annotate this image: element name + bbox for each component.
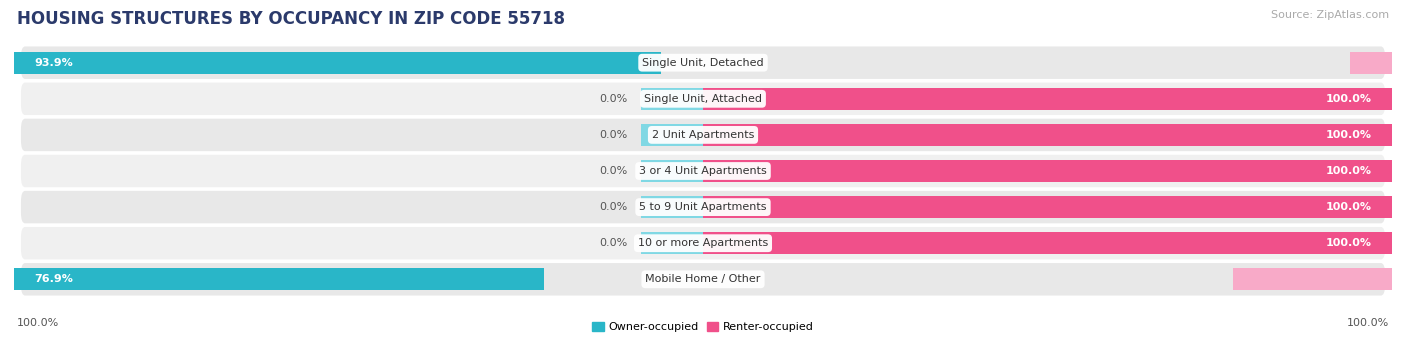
FancyBboxPatch shape (21, 119, 1385, 151)
Bar (14, 52, 661, 74)
Bar (641, 124, 703, 146)
Text: 5 to 9 Unit Apartments: 5 to 9 Unit Apartments (640, 202, 766, 212)
Text: 2 Unit Apartments: 2 Unit Apartments (652, 130, 754, 140)
Legend: Owner-occupied, Renter-occupied: Owner-occupied, Renter-occupied (588, 317, 818, 337)
Text: 100.0%: 100.0% (17, 318, 59, 328)
Text: 93.9%: 93.9% (35, 58, 73, 68)
FancyBboxPatch shape (21, 155, 1385, 187)
FancyBboxPatch shape (21, 263, 1385, 295)
Text: 0.0%: 0.0% (599, 94, 627, 104)
Text: 100.0%: 100.0% (1326, 130, 1371, 140)
Bar (1350, 52, 1392, 74)
Text: HOUSING STRUCTURES BY OCCUPANCY IN ZIP CODE 55718: HOUSING STRUCTURES BY OCCUPANCY IN ZIP C… (17, 10, 565, 28)
Text: 100.0%: 100.0% (1326, 166, 1371, 176)
Bar (641, 196, 703, 218)
FancyBboxPatch shape (21, 191, 1385, 223)
Text: 0.0%: 0.0% (599, 130, 627, 140)
FancyBboxPatch shape (21, 227, 1385, 260)
Text: 76.9%: 76.9% (35, 274, 73, 284)
Bar (1233, 268, 1392, 290)
Bar (703, 232, 1392, 254)
Text: 0.0%: 0.0% (599, 166, 627, 176)
Text: Single Unit, Attached: Single Unit, Attached (644, 94, 762, 104)
Text: Single Unit, Detached: Single Unit, Detached (643, 58, 763, 68)
Text: 100.0%: 100.0% (1347, 318, 1389, 328)
Bar (641, 88, 703, 110)
Text: 100.0%: 100.0% (1326, 238, 1371, 248)
Text: Mobile Home / Other: Mobile Home / Other (645, 274, 761, 284)
FancyBboxPatch shape (21, 82, 1385, 115)
Text: 3 or 4 Unit Apartments: 3 or 4 Unit Apartments (640, 166, 766, 176)
Bar (703, 88, 1392, 110)
Bar (641, 232, 703, 254)
Bar (14, 268, 544, 290)
Bar (703, 160, 1392, 182)
Text: 0.0%: 0.0% (599, 202, 627, 212)
Text: 100.0%: 100.0% (1326, 94, 1371, 104)
Text: 100.0%: 100.0% (1326, 202, 1371, 212)
Text: Source: ZipAtlas.com: Source: ZipAtlas.com (1271, 10, 1389, 20)
FancyBboxPatch shape (21, 47, 1385, 79)
Bar (641, 160, 703, 182)
Bar (703, 124, 1392, 146)
Bar (703, 196, 1392, 218)
Text: 0.0%: 0.0% (599, 238, 627, 248)
Text: 10 or more Apartments: 10 or more Apartments (638, 238, 768, 248)
